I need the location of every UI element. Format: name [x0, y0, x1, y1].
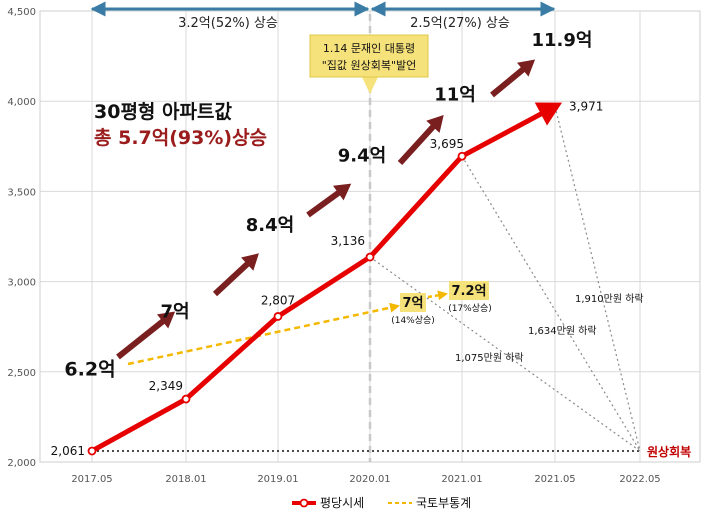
- drop-line: [461, 155, 641, 452]
- trend-arrow-head: [517, 59, 536, 77]
- trend-arrow-shaft: [116, 318, 166, 360]
- legend-label-price: 평당시세: [320, 496, 364, 510]
- legend-marker-price: [299, 498, 309, 508]
- series-price-arrowhead: [534, 102, 563, 126]
- trend-arrow-shaft: [212, 261, 250, 297]
- price-label: 8.4억: [246, 215, 294, 236]
- period-label-1: 3.2억(52%) 상승: [178, 16, 278, 31]
- official-label-sub-1: (14%상승): [391, 315, 435, 326]
- price-label: 7억: [160, 302, 189, 323]
- official-label-box-1: [400, 293, 426, 312]
- series-price-point: [181, 394, 191, 404]
- series-price-point: [87, 446, 97, 456]
- x-tick-label: 2021.05: [534, 474, 575, 485]
- event-note-box: [309, 34, 429, 78]
- x-tick-label: 2021.01: [441, 474, 482, 485]
- event-note-pointer: [362, 77, 378, 94]
- event-note-line1: 1.14 문재인 대통령: [323, 42, 415, 55]
- y-tick-label: 4,500: [7, 7, 36, 18]
- trend-arrow-shaft: [490, 66, 526, 98]
- x-tick-label: 2018.01: [165, 474, 206, 485]
- trend-arrow-shaft: [397, 124, 436, 166]
- annotations: [90, 1, 641, 462]
- data-label: 2,807: [261, 293, 295, 307]
- axes: 2,000 2,500 3,000 3,500 4,000 4,500 2017.05 201…: [7, 7, 660, 485]
- legend-label-official: 국토부통계: [416, 496, 471, 510]
- y-tick-label: 2,000: [7, 458, 36, 469]
- y-tick-label: 2,500: [7, 368, 36, 379]
- x-tick-label: 2020.01: [349, 474, 390, 485]
- y-tick-label: 3,500: [7, 187, 36, 198]
- headline-line2: 총 5.7억(93%)상승: [94, 127, 267, 149]
- period-label-2: 2.5억(27%) 상승: [410, 16, 510, 31]
- price-label: 9.4억: [338, 146, 386, 167]
- restore-label: 원상회복: [647, 444, 691, 459]
- series-official-line: [127, 302, 400, 366]
- data-label: 3,695: [430, 137, 464, 151]
- x-tick-label: 2019.01: [257, 474, 298, 485]
- series-price-point: [457, 151, 467, 161]
- trend-arrow-head: [426, 115, 444, 133]
- data-label: 3,136: [331, 234, 365, 248]
- data-label: 3,971: [569, 99, 603, 113]
- event-note-line2: "집값 원상회복"발언: [322, 59, 417, 72]
- trend-arrow-head: [157, 311, 176, 329]
- trend-arrow-head: [333, 183, 352, 201]
- data-label: 2,061: [51, 444, 85, 458]
- price-label: 11.9억: [532, 30, 593, 51]
- data-labels: 2,061 2,349 2,807 3,136 3,695 3,971 6.2억 7억 8.4억…: [51, 30, 604, 458]
- drop-label-1910: 1,910만원 하락: [575, 292, 644, 305]
- series-price-point: [273, 312, 283, 321]
- drop-line: [554, 106, 641, 452]
- official-label-main-1: 7억: [402, 296, 423, 311]
- drop-label-1634: 1,634만원 하락: [528, 324, 597, 337]
- y-tick-label: 4,000: [7, 97, 36, 108]
- series-official-arrow: [427, 290, 448, 301]
- price-label: 11억: [434, 84, 476, 105]
- headline-line1: 30평형 아파트값: [94, 101, 232, 123]
- y-tick-label: 3,000: [7, 278, 36, 289]
- trend-arrow-head: [241, 253, 259, 271]
- legend: 평당시세 국토부통계: [292, 496, 471, 510]
- official-label-sub-2: (17%상승): [448, 303, 492, 314]
- x-tick-label: 2017.05: [71, 474, 112, 485]
- data-label: 2,349: [149, 379, 183, 393]
- drop-label-1075: 1,075만원 하락: [455, 351, 524, 364]
- drop-line: [369, 256, 641, 452]
- series-price-point: [365, 252, 375, 262]
- series-price-line: [90, 104, 557, 454]
- official-label-main-2: 7.2억: [452, 284, 487, 299]
- official-label-box-2: [449, 281, 489, 300]
- series: [87, 102, 563, 456]
- x-tick-label: 2022.05: [619, 474, 660, 485]
- price-label: 6.2억: [64, 358, 115, 380]
- trend-arrow-shaft: [306, 190, 341, 218]
